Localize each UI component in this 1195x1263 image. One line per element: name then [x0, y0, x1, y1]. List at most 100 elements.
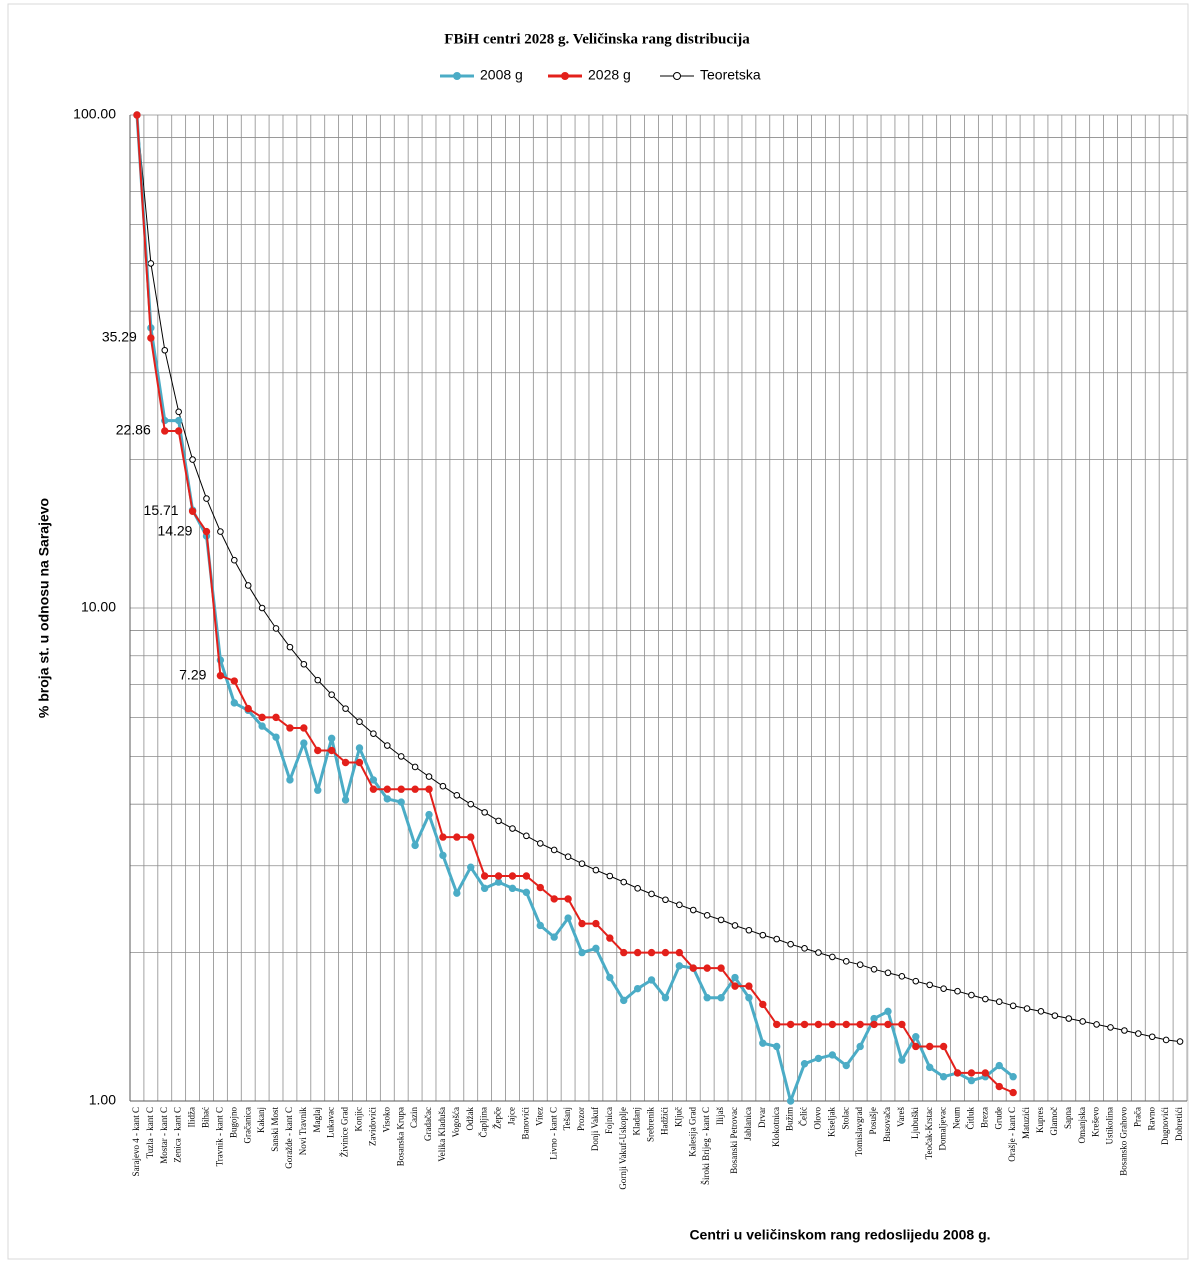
x-tick-label: Ljubuški: [910, 1107, 920, 1140]
point: [467, 833, 475, 841]
x-tick-label: Žepče: [493, 1107, 503, 1129]
point: [717, 994, 725, 1002]
x-tick-label: Bihać: [201, 1107, 211, 1128]
point: [1065, 1015, 1073, 1022]
x-tick-label: Čapljina: [479, 1107, 489, 1138]
x-tick-label: Kladanj: [632, 1107, 642, 1136]
point: [786, 1020, 795, 1029]
point: [898, 973, 906, 980]
point: [272, 625, 280, 632]
x-tick-label: Prozor: [576, 1107, 586, 1131]
point: [467, 800, 475, 808]
point: [217, 528, 224, 535]
point: [1009, 1073, 1017, 1081]
point: [647, 976, 656, 984]
point: [314, 786, 322, 794]
point: [661, 994, 670, 1002]
point: [842, 1020, 850, 1029]
x-tick-label: Drvar: [757, 1107, 767, 1128]
point: [258, 713, 266, 722]
point: [773, 1020, 781, 1029]
point: [397, 785, 405, 793]
legend-label: Teoretska: [700, 67, 761, 83]
point: [1009, 1088, 1017, 1097]
point: [564, 895, 572, 903]
point: [355, 744, 364, 752]
point: [633, 948, 642, 957]
x-tick-label: Visoko: [381, 1107, 391, 1133]
point: [717, 964, 725, 972]
x-tick-label: Tuzla - kant C: [145, 1107, 155, 1158]
point: [1051, 1012, 1059, 1019]
legend-marker: [673, 72, 681, 80]
point: [481, 809, 488, 816]
point: [814, 1020, 823, 1029]
point: [1023, 1005, 1031, 1012]
legend-marker: [561, 72, 569, 80]
x-tick-label: Velika Kladuša: [437, 1107, 447, 1162]
point: [800, 1060, 809, 1068]
x-tick-label: Zenica - kant C: [173, 1107, 183, 1163]
point: [453, 833, 461, 841]
point: [689, 906, 697, 914]
point: [912, 1033, 920, 1041]
point: [494, 872, 503, 880]
point: [606, 872, 614, 880]
series-line: [136, 114, 1181, 1043]
x-axis-label: Centri u veličinskom rang redoslijedu 20…: [689, 1227, 990, 1243]
point: [828, 1051, 837, 1059]
point: [884, 1007, 892, 1016]
point: [620, 878, 628, 886]
x-tick-label: Omanjska: [1077, 1107, 1087, 1144]
x-tick-label: Vitez: [534, 1107, 544, 1126]
point: [912, 977, 920, 985]
point: [731, 922, 739, 929]
point: [300, 739, 308, 747]
point: [745, 982, 753, 990]
point: [411, 841, 419, 850]
x-tick-label: Ilijaš: [715, 1107, 725, 1125]
point: [675, 948, 684, 957]
x-tick-label: Domaljevac: [938, 1107, 948, 1150]
point: [522, 872, 531, 880]
legend-label: 2028 g: [588, 67, 631, 83]
point: [689, 964, 697, 972]
x-tick-label: Breza: [979, 1107, 989, 1128]
point: [564, 853, 572, 860]
x-tick-label: Lukavac: [326, 1107, 336, 1138]
point: [327, 734, 336, 743]
point: [939, 1042, 948, 1051]
x-tick-label: Teočak-Krstac: [924, 1107, 934, 1159]
point: [926, 1063, 934, 1072]
point: [189, 456, 196, 463]
point: [703, 964, 711, 972]
point: [550, 895, 558, 903]
x-tick-label: Zavidovići: [367, 1107, 377, 1146]
legend-label: 2008 g: [480, 67, 523, 83]
point: [425, 785, 433, 793]
point: [1176, 1038, 1184, 1045]
point: [967, 1076, 976, 1085]
point: [1121, 1027, 1128, 1034]
point: [327, 746, 336, 755]
point: [717, 916, 725, 924]
point: [202, 527, 211, 536]
x-tick-label: Sapna: [1063, 1107, 1073, 1129]
point: [161, 346, 169, 354]
x-tick-label: Stolac: [840, 1107, 850, 1130]
y-tick-label: 1.00: [89, 1092, 116, 1108]
point: [1162, 1036, 1170, 1044]
point: [898, 1056, 906, 1064]
point: [369, 785, 378, 793]
point: [341, 796, 350, 804]
point: [647, 948, 656, 957]
point: [425, 810, 433, 819]
series-line: [135, 114, 1015, 1103]
point: [453, 791, 461, 799]
point: [982, 995, 989, 1003]
point: [286, 776, 294, 784]
point: [370, 730, 377, 737]
x-tick-label: Cazin: [409, 1107, 419, 1128]
